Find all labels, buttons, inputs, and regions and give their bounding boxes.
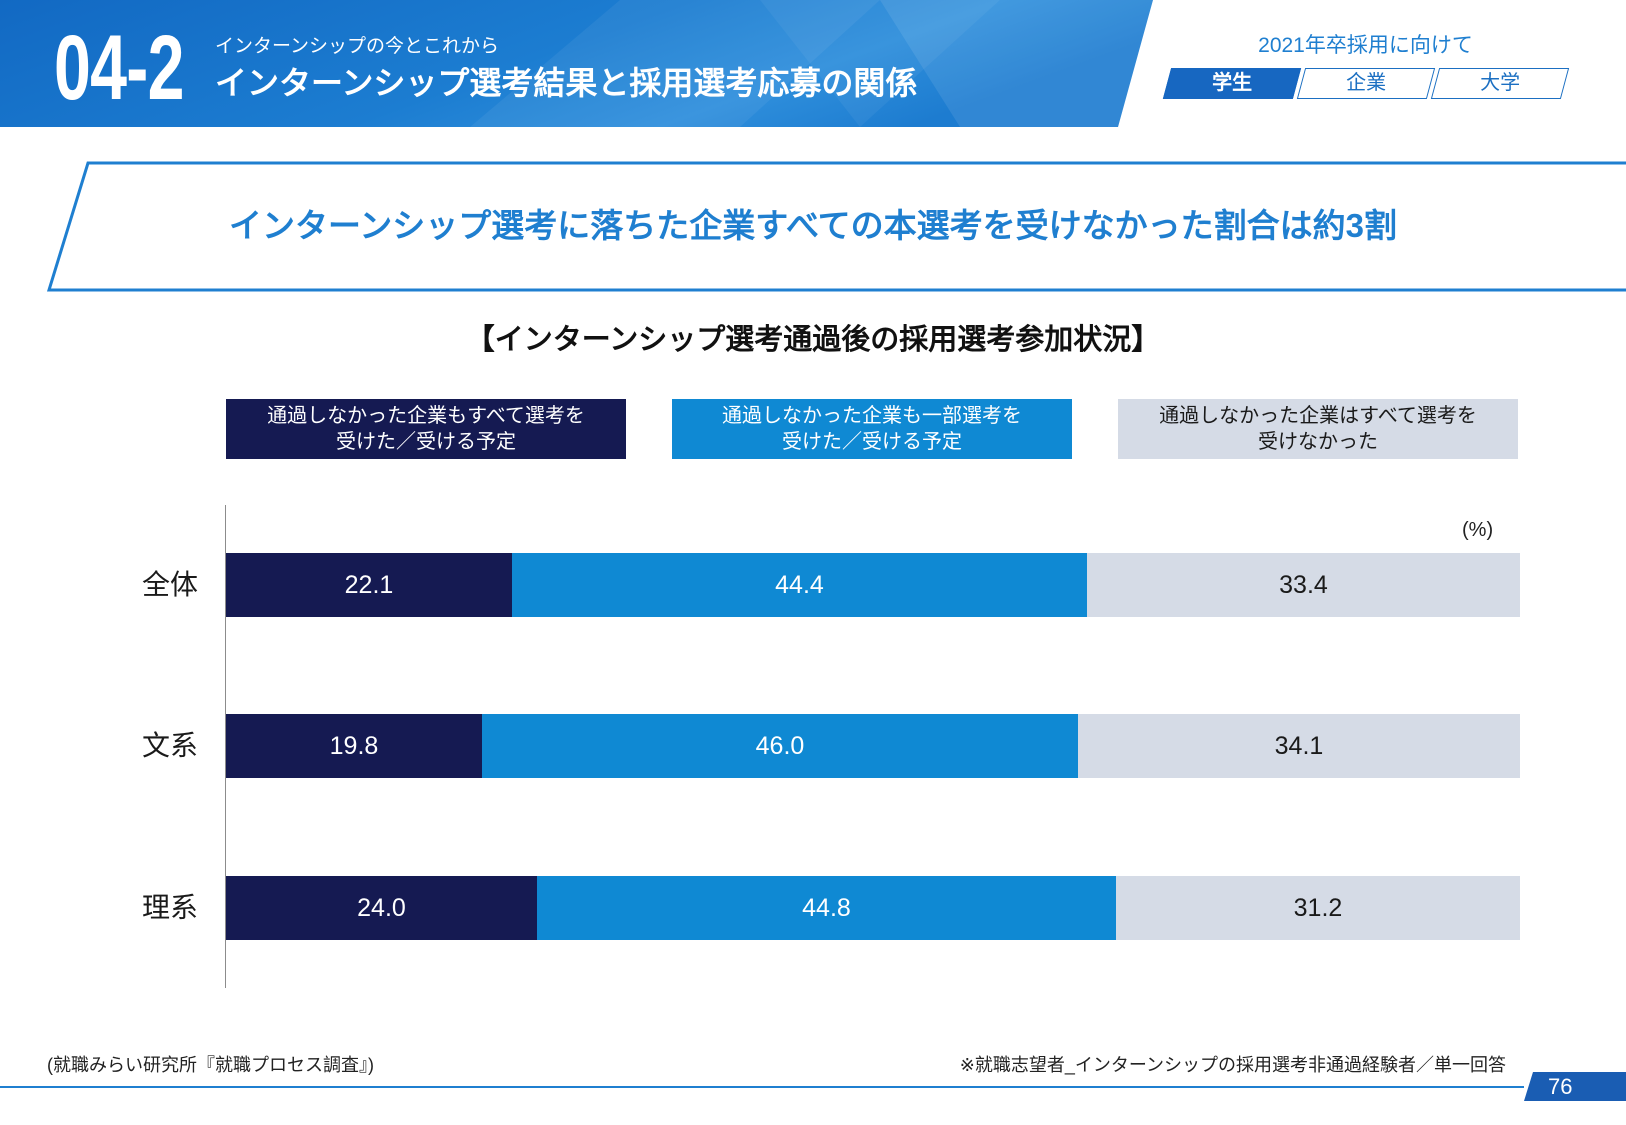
page-title: インターンシップ選考結果と採用選考応募の関係 — [215, 65, 918, 101]
bar-segment: 46.0 — [482, 714, 1078, 778]
bar-value-label: 33.4 — [1279, 571, 1328, 599]
bar-value-label: 44.8 — [802, 894, 851, 922]
legend-label-line: 受けなかった — [1258, 431, 1378, 453]
bar-segment: 24.0 — [226, 876, 537, 940]
bar-segment: 44.8 — [537, 876, 1116, 940]
bar-value-label: 44.4 — [775, 571, 824, 599]
source-citation: (就職みらい研究所『就職プロセス調査』) — [47, 1055, 374, 1075]
tab-label: 学生 — [1212, 72, 1253, 94]
headline-frame — [46, 161, 1626, 292]
page-number: 76 — [1548, 1074, 1573, 1099]
bar-segment: 22.1 — [226, 553, 512, 617]
category-label: 文系 — [141, 730, 198, 761]
target-year-label: 2021年卒採用に向けて — [1258, 34, 1473, 57]
header-band — [0, 0, 1153, 127]
legend-label-line: 通過しなかった企業はすべて選考を — [1159, 405, 1477, 427]
tab-label: 企業 — [1346, 72, 1387, 94]
y-axis-line — [225, 505, 226, 988]
legend-label-line: 受けた／受ける予定 — [782, 431, 962, 453]
tab-label: 大学 — [1480, 72, 1521, 94]
bar-segment: 19.8 — [226, 714, 482, 778]
legend-label-line: 通過しなかった企業も一部選考を — [722, 405, 1022, 427]
section-number: 04-2 — [54, 17, 184, 119]
legend-item: 通過しなかった企業もすべて選考を 受けた／受ける予定 — [226, 399, 626, 459]
tab-student[interactable]: 学生 — [1162, 68, 1302, 99]
unit-label: (%) — [1462, 519, 1494, 541]
section-name: インターンシップの今とこれから — [215, 36, 500, 57]
bar-value-label: 46.0 — [755, 732, 805, 760]
bar-value-label: 31.2 — [1293, 894, 1343, 922]
bar-value-label: 34.1 — [1274, 732, 1324, 760]
bar-segment: 33.4 — [1087, 553, 1520, 617]
category-label: 全体 — [141, 569, 198, 600]
legend-label-line: 通過しなかった企業もすべて選考を — [267, 405, 585, 427]
headline-text: インターンシップ選考に落ちた企業すべての本選考を受けなかった割合は約3割 — [228, 207, 1398, 244]
category-label: 理系 — [141, 892, 198, 923]
tab-company[interactable]: 企業 — [1296, 68, 1436, 99]
bar-segment: 31.2 — [1116, 876, 1520, 940]
chart-title: 【インターンシップ選考通過後の採用選考参加状況】 — [465, 324, 1161, 356]
bar-value-label: 24.0 — [357, 894, 406, 922]
bar-segment: 44.4 — [512, 553, 1087, 617]
bar-value-label: 22.1 — [344, 571, 394, 599]
survey-note: ※就職志望者_インターンシップの採用選考非通過経験者／単一回答 — [959, 1055, 1506, 1075]
bar-value-label: 19.8 — [329, 732, 379, 760]
page-number-badge: 76 — [1524, 1072, 1626, 1101]
legend-item: 通過しなかった企業も一部選考を 受けた／受ける予定 — [672, 399, 1072, 459]
bar-segment: 34.1 — [1078, 714, 1520, 778]
legend-item: 通過しなかった企業はすべて選考を 受けなかった — [1118, 399, 1518, 459]
tab-university[interactable]: 大学 — [1430, 68, 1570, 99]
footer-rule — [0, 1086, 1524, 1088]
legend-label-line: 受けた／受ける予定 — [336, 431, 516, 453]
